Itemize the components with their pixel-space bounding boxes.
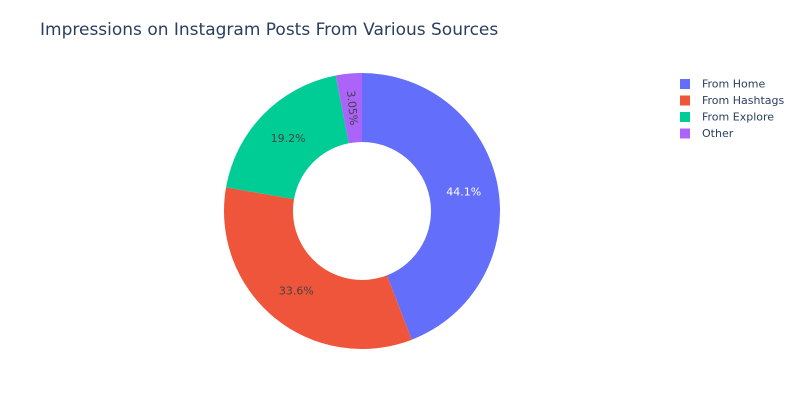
- legend-swatch-from-home: [680, 79, 690, 89]
- legend-label-from-hashtags: From Hashtags: [702, 94, 785, 107]
- legend-item-other[interactable]: Other: [680, 127, 734, 140]
- slice-label-from-home: 44.1%: [446, 185, 481, 198]
- legend-item-from-hashtags[interactable]: From Hashtags: [680, 94, 785, 107]
- legend-label-from-home: From Home: [702, 78, 765, 91]
- legend-swatch-from-hashtags: [680, 95, 690, 106]
- chart-title: Impressions on Instagram Posts From Vari…: [40, 20, 498, 40]
- legend-swatch-other: [680, 128, 690, 139]
- slice-label-other: 3.05%: [344, 90, 360, 126]
- donut-slices: [224, 73, 500, 349]
- slice-from-home[interactable]: [362, 73, 500, 340]
- slice-from-explore[interactable]: [226, 75, 349, 200]
- slice-label-from-explore: 19.2%: [271, 132, 306, 145]
- slice-other[interactable]: [335, 73, 362, 144]
- legend: From Home From Hashtags From Explore Other: [680, 78, 785, 140]
- legend-item-from-explore[interactable]: From Explore: [680, 111, 774, 124]
- legend-item-from-home[interactable]: From Home: [680, 78, 765, 91]
- legend-swatch-from-explore: [680, 112, 690, 122]
- legend-label-other: Other: [702, 127, 734, 140]
- slice-labels: 44.1% 33.6% 19.2% 3.05%: [271, 90, 482, 298]
- slice-from-hashtags[interactable]: [224, 187, 412, 349]
- slice-label-from-hashtags: 33.6%: [279, 285, 314, 298]
- legend-label-from-explore: From Explore: [702, 111, 774, 124]
